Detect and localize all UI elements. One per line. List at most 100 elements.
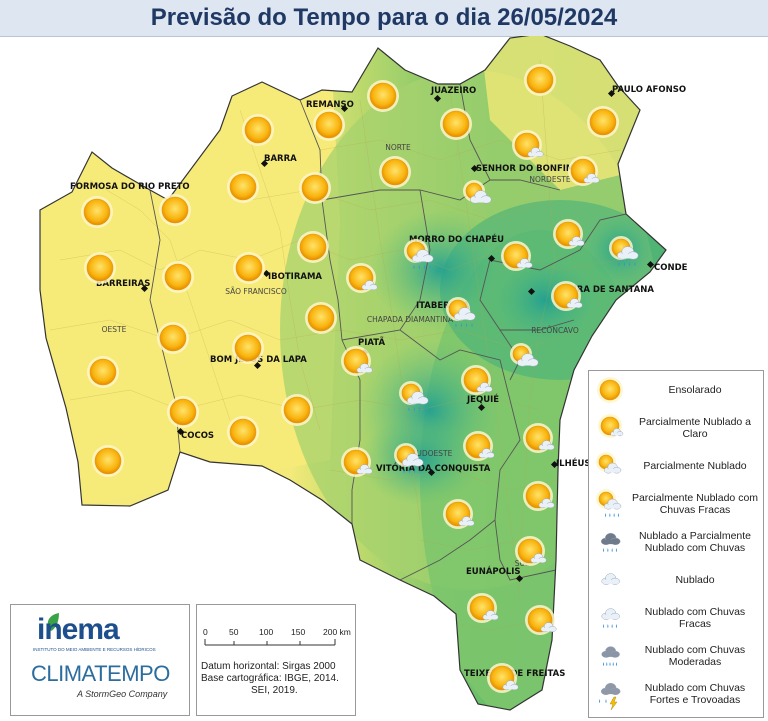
partly-cloudy-icon — [463, 180, 492, 204]
inema-leaf-icon — [47, 613, 59, 631]
sun-icon — [233, 252, 265, 284]
scale-tick-0: 0 — [203, 627, 208, 637]
cloudy-rain-icon — [600, 532, 621, 552]
legend-item: Nublado com Chuvas Fortes e Trovoadas — [589, 675, 763, 713]
city-jequie: JEQUIÉ — [466, 393, 499, 405]
sun-cloud-icon — [487, 663, 519, 693]
partly-cloudy-light-rain-icon — [446, 297, 476, 327]
scale-tick-100: 100 — [259, 627, 273, 637]
partly-cloudy-icon — [596, 452, 622, 474]
legend-label: Nublado com Chuvas Moderadas — [644, 644, 746, 668]
city-juazeiro: JUAZEIRO — [430, 86, 476, 96]
partly-cloudy-light-rain-icon — [404, 239, 434, 269]
legend-label: Parcialmente Nublado a Claro — [638, 416, 752, 440]
region-label-norte: NORTE — [385, 143, 411, 152]
sun-cloud-icon — [346, 263, 378, 293]
sun-icon — [157, 322, 189, 354]
sun-icon — [313, 109, 345, 141]
scale-tick-200: 200 km — [323, 627, 351, 637]
sun-icon — [167, 396, 199, 428]
sun-cloud-icon — [341, 447, 373, 477]
base-line: Base cartográfica: IBGE, 2014. — [201, 673, 339, 684]
sun-cloud-icon — [551, 281, 583, 311]
legend-item: Nublado a Parcialmente Nublado com Chuva… — [589, 523, 763, 561]
region-label-oeste: OESTE — [102, 325, 127, 334]
sun-cloud-icon — [525, 605, 557, 635]
cloud-icon — [601, 573, 620, 585]
sun-icon — [281, 394, 313, 426]
sun-icon — [227, 416, 259, 448]
sun-cloud-icon — [341, 346, 373, 376]
sun-icon — [242, 114, 274, 146]
legend-item: Nublado com Chuvas Fracas — [589, 599, 763, 637]
cloud-moderate-rain-icon — [601, 646, 620, 666]
sun-cloud-icon — [523, 481, 555, 511]
sun-icon — [305, 302, 337, 334]
legend-item: Parcialmente Nublado com Chuvas Fracas — [589, 485, 763, 523]
legend-item: Nublado com Chuvas Moderadas — [589, 637, 763, 675]
sun-icon — [232, 332, 264, 364]
scale-tick-50: 50 — [229, 627, 239, 637]
sun-cloud-icon — [501, 241, 533, 271]
sun-icon — [87, 356, 119, 388]
partly-cloudy-light-rain-icon — [399, 381, 429, 411]
sun-cloud-icon — [523, 423, 555, 453]
city-piata: PIATÃ — [358, 337, 385, 348]
city-ibotirama: IBOTIRAMA — [268, 272, 322, 282]
city-barra: BARRA — [264, 154, 297, 164]
city-morro-do-chapeu: MORRO DO CHAPÉU — [409, 233, 504, 245]
region-label-sao-francisco: SÃO FRANCISCO — [225, 287, 287, 296]
sun-cloud-icon — [568, 156, 600, 186]
city-markers — [140, 89, 655, 674]
sun-cloud-icon — [461, 365, 493, 395]
scale-tick-150: 150 — [291, 627, 305, 637]
city-paulo-afonso: PAULO AFONSO — [612, 85, 686, 95]
legend-item: Ensolarado — [589, 371, 763, 409]
sun-cloud-icon — [598, 414, 624, 438]
legend-label: Nublado com Chuvas Fracas — [644, 606, 746, 630]
sun-icon — [297, 231, 329, 263]
legend-label: Nublado com Chuvas Fortes e Trovoadas — [644, 682, 746, 706]
region-label-chapada: CHAPADA DIAMANTINA — [367, 315, 454, 324]
sun-icon — [440, 108, 472, 140]
legend-label: Parcialmente Nublado — [643, 460, 747, 472]
city-senhor-do-bonfim: SENHOR DO BONFIM — [476, 164, 574, 174]
region-label-nordeste: NORDESTE — [529, 175, 571, 184]
logo-box: inema INSTITUTO DO MEIO AMBIENTE E RECUR… — [10, 604, 190, 716]
sun-icon — [299, 172, 331, 204]
datum-line: Datum horizontal: Sirgas 2000 — [201, 661, 336, 672]
scale-bar: 0 50 100 150 200 km — [203, 627, 351, 646]
inema-subtitle: INSTITUTO DO MEIO AMBIENTE E RECURSOS HÍ… — [33, 647, 156, 652]
stormgeo-tagline: A StormGeo Company — [77, 689, 168, 699]
datum-text: Datum horizontal: Sirgas 2000 Base carto… — [201, 661, 353, 697]
city-eunapolis: EUNÁPOLIS — [466, 565, 521, 577]
sun-cloud-icon — [553, 219, 585, 249]
city-remanso: REMANSO — [306, 100, 354, 110]
city-barreiras: BARREIRAS — [96, 279, 150, 289]
partly-cloudy-light-rain-icon — [394, 443, 424, 473]
sun-icon — [587, 106, 619, 138]
legend-label: Ensolarado — [668, 384, 722, 396]
bahia-map: NORTE NORDESTE SÃO FRANCISCO OESTE CHAPA… — [39, 36, 688, 711]
city-conde: CONDE — [654, 263, 688, 273]
sun-icon — [81, 196, 113, 228]
cloud-light-rain-icon — [601, 608, 620, 628]
city-formosa-do-rio-preto: FORMOSA DO RIO PRETO — [70, 182, 190, 192]
legend: Ensolarado Parcialmente Nublado a Claro … — [588, 370, 764, 718]
city-cocos: COCOS — [181, 431, 214, 441]
sun-icon — [227, 171, 259, 203]
partly-cloudy-light-rain-icon — [609, 236, 639, 266]
sun-icon — [92, 445, 124, 477]
sun-icon — [367, 80, 399, 112]
legend-item: Parcialmente Nublado a Claro — [589, 409, 763, 447]
city-vitoria-da-conquista: VITÓRIA DA CONQUISTA — [376, 462, 491, 474]
partly-cloudy-icon — [510, 343, 539, 367]
legend-label: Nublado a Parcialmente Nublado com Chuva… — [638, 530, 752, 554]
sun-cloud-icon — [467, 593, 499, 623]
sei-line: SEI, 2019. — [251, 685, 298, 696]
city-ilheus: ILHÉUS — [556, 457, 591, 469]
sun-cloud-icon — [443, 499, 475, 529]
weather-icons — [81, 64, 639, 693]
sun-icon — [159, 194, 191, 226]
page-title: Previsão do Tempo para o dia 26/05/2024 — [150, 4, 618, 31]
